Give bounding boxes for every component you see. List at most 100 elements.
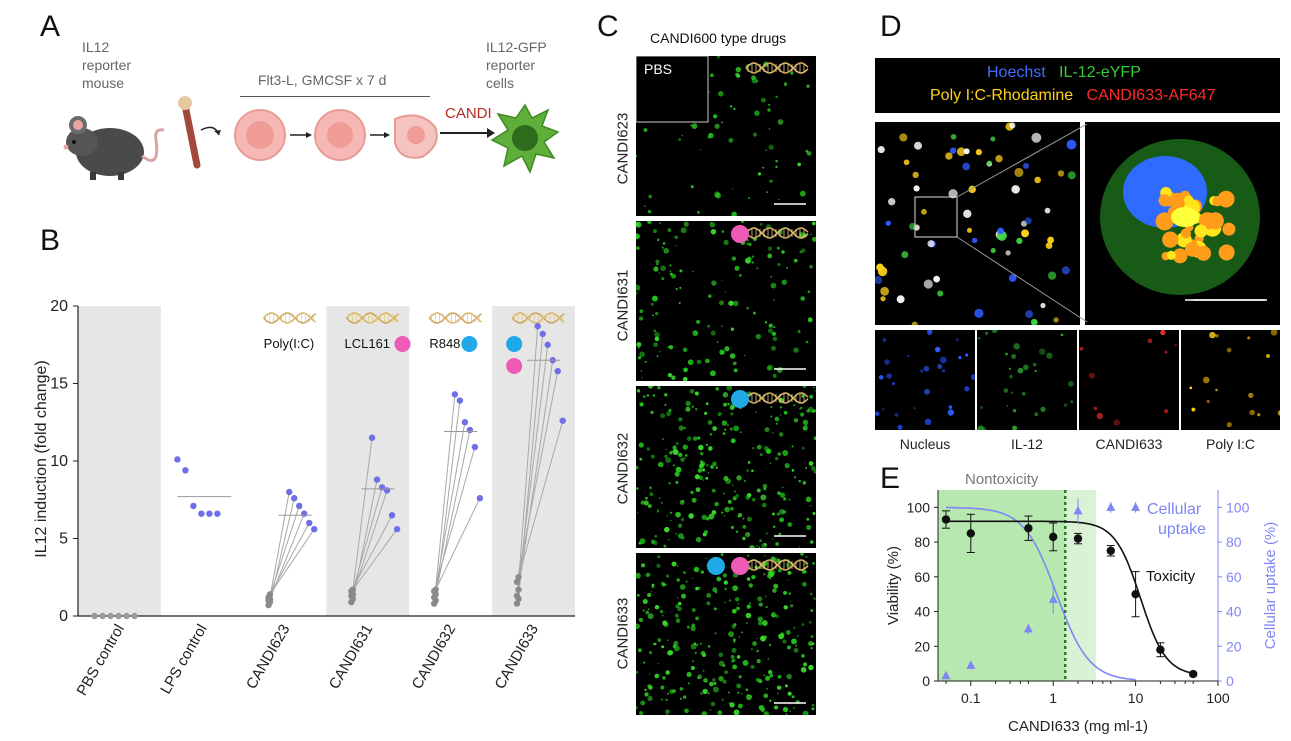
fluorescent-cell [703, 678, 708, 683]
fluorescent-cell [729, 405, 735, 411]
fluorescent-cell [777, 263, 781, 267]
panel-letter-b: B [40, 224, 61, 257]
legend-il12-eyfp: IL-12-eYFP [1059, 64, 1141, 81]
fluorescent-cell [690, 124, 692, 127]
fluorescent-cell [691, 497, 697, 503]
fluorescent-cell [636, 623, 640, 630]
fluorescent-cell [933, 275, 940, 283]
fluorescent-cell [770, 612, 777, 618]
fluorescent-cell [636, 706, 638, 710]
data-point [182, 467, 189, 474]
fluorescent-cell [754, 110, 760, 116]
fluorescence-speckles [1100, 139, 1265, 301]
fluorescent-cell [666, 515, 669, 517]
fluorescent-cell [756, 659, 761, 664]
fluorescent-cell [768, 103, 771, 107]
fluorescent-cell [694, 651, 697, 654]
fluorescent-cell [723, 476, 729, 482]
fluorescent-cell [639, 538, 646, 545]
fluorescent-cell [812, 512, 816, 515]
fluorescent-cell [729, 353, 736, 359]
fluorescent-cell [746, 469, 749, 472]
fluorescent-cell [723, 580, 728, 585]
fluorescent-cell [636, 389, 641, 393]
fluorescent-cell [706, 517, 710, 521]
fluorescent-cell [814, 390, 816, 392]
data-point [296, 502, 303, 510]
fluorescent-cell [783, 497, 787, 501]
fluorescent-cell [1025, 310, 1034, 318]
fluorescent-cell [658, 497, 661, 499]
fluorescent-cell [654, 331, 660, 338]
legend-candi633-af647: CANDI633-AF647 [1086, 87, 1216, 104]
fluorescent-cell [640, 500, 645, 505]
fluorescent-cell [675, 480, 679, 485]
fluorescent-cell [642, 395, 646, 398]
fluorescent-cell [669, 519, 672, 522]
fluorescent-cell [756, 649, 760, 653]
fluorescent-cell [970, 374, 975, 381]
fluorescent-cell [882, 408, 885, 411]
fluorescent-cell [684, 708, 689, 714]
data-point [286, 488, 293, 496]
fluorescent-cell [643, 661, 646, 664]
y-tick-label-right: 100 [1226, 499, 1250, 515]
fluorescent-cell [728, 300, 734, 306]
fluorescent-cell [764, 321, 768, 324]
fluorescent-cell [677, 601, 682, 606]
fluorescent-cell [647, 209, 652, 214]
fluorescent-cell [654, 673, 660, 679]
fluorescent-cell [769, 699, 772, 702]
fluorescent-cell [733, 425, 740, 432]
ligand-dot [731, 225, 749, 243]
fluorescent-cell [665, 574, 670, 578]
fluorescent-cell [784, 463, 790, 469]
zoom-connector-lines [914, 123, 1267, 323]
fluorescent-cell [793, 626, 796, 629]
paired-line [269, 528, 315, 595]
fluorescent-cell [685, 580, 688, 583]
data-point [544, 341, 551, 348]
fluorescent-cell [638, 316, 644, 321]
reporter-label-line: cells [486, 75, 515, 91]
fluorescent-cell [723, 239, 729, 245]
fluorescent-cell [732, 188, 734, 190]
paired-line [435, 429, 471, 595]
fluorescent-cell [687, 359, 694, 366]
y-tick-label-left: 100 [907, 499, 931, 515]
fluorescent-cell [764, 635, 767, 639]
fluorescent-cell [793, 404, 796, 406]
y-tick-label-left: 80 [914, 534, 930, 550]
data-point [123, 612, 130, 620]
fluorescent-cell [878, 375, 884, 380]
fluorescent-cell [948, 189, 958, 199]
fluorescent-cell [654, 534, 658, 538]
fluorescent-cell [696, 210, 700, 214]
fluorescent-cell [732, 664, 738, 670]
fluorescent-cell [810, 540, 814, 544]
fluorescent-cell [718, 652, 724, 658]
fluorescent-cell [649, 673, 651, 675]
fluorescent-cell [806, 524, 812, 530]
fluorescent-cell [777, 674, 782, 679]
data-point [471, 443, 479, 451]
fluorescent-cell [807, 290, 811, 294]
fluorescent-cell [679, 584, 686, 590]
fluorescent-cell [783, 590, 787, 595]
fluorescent-cell [711, 510, 717, 515]
fluorescent-cell [886, 373, 892, 379]
fluorescent-cell [657, 638, 662, 643]
fluorescent-cell [736, 73, 741, 78]
fluorescent-cell [636, 465, 639, 470]
fluorescent-cell [648, 651, 653, 655]
fluorescent-cell [656, 355, 659, 358]
paired-line [350, 515, 393, 592]
fluorescent-cell [809, 504, 812, 507]
fluorescent-cell [1067, 171, 1076, 180]
fluorescent-cell [661, 614, 664, 617]
fluorescent-cell [903, 159, 910, 166]
fluorescent-cell [934, 346, 941, 353]
fluorescent-cell [735, 530, 739, 533]
fluorescent-cell [745, 688, 749, 692]
fluorescent-cell [735, 66, 742, 73]
